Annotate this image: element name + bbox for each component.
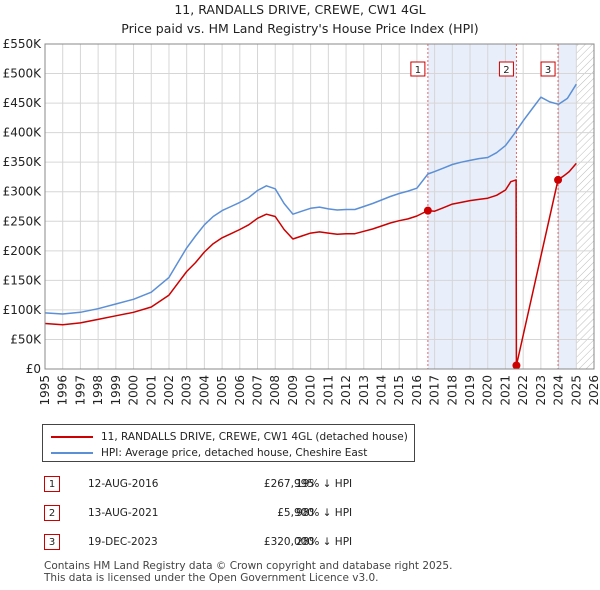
y-tick-label: £50K [10, 332, 42, 346]
x-tick-label: 2008 [268, 375, 282, 406]
x-tick-label: 2013 [357, 375, 371, 406]
x-tick-label: 2006 [233, 375, 247, 406]
sale-hpi-diff: 28% ↓ HPI [296, 536, 353, 548]
y-tick-label: £200K [3, 244, 43, 258]
x-tick-label: 2018 [445, 375, 459, 406]
sale-number-badge: 3 [44, 534, 60, 550]
hpi-line [44, 83, 577, 315]
footer-line-1: Contains HM Land Registry data © Crown c… [44, 560, 453, 572]
footer-copyright: Contains HM Land Registry data © Crown c… [44, 560, 452, 584]
sale-date: 12-AUG-2016 [88, 478, 159, 490]
legend-label-property: 11, RANDALLS DRIVE, CREWE, CW1 4GL (deta… [101, 431, 408, 443]
x-tick-label: 2011 [321, 375, 335, 406]
series-lines [44, 83, 577, 367]
x-tick-label: 2014 [374, 375, 388, 406]
x-tick-label: 1999 [109, 375, 123, 406]
x-tick-label: 2022 [516, 375, 530, 406]
x-tick-label: 2009 [286, 375, 300, 406]
x-tick-label: 2020 [481, 375, 495, 406]
x-tick-label: 2001 [144, 375, 158, 406]
sale-price: £267,995 [263, 478, 314, 490]
x-tick-label: 2025 [569, 375, 583, 406]
y-tick-label: £500K [3, 67, 43, 81]
legend-swatch-property [51, 436, 93, 438]
y-tick-label: £150K [3, 273, 43, 287]
legend-label-hpi: HPI: Average price, detached house, Ches… [101, 447, 368, 459]
x-tick-label: 2024 [552, 375, 566, 406]
x-tick-label: 2016 [410, 375, 424, 406]
y-tick-label: £100K [3, 303, 43, 317]
sale-label: 3 [545, 65, 551, 76]
sale-price: £5,900 [277, 507, 314, 519]
axes: £0 £50K £100K £150K £200K £250K £300K £350K £400… [3, 37, 600, 406]
x-tick-label: 2021 [498, 375, 512, 406]
property-price-line [44, 162, 577, 367]
x-tick-label: 2002 [162, 375, 176, 406]
x-tick-label: 2005 [215, 375, 229, 406]
sale-date: 13-AUG-2021 [88, 507, 159, 519]
y-tick-label: £0 [26, 362, 41, 376]
x-tick-label: 1995 [38, 375, 52, 406]
price-chart: 11, RANDALLS DRIVE, CREWE, CW1 4GL Price… [3, 2, 600, 406]
sale-label-box [540, 61, 556, 77]
x-tick-label: 2023 [534, 375, 548, 406]
plot-background [427, 44, 594, 369]
table-row: 3 19-DEC-2023 £320,000 28% ↓ HPI [44, 534, 464, 552]
x-tick-label: 2007 [251, 375, 265, 406]
y-tick-label: £250K [3, 214, 43, 228]
x-tick-label: 2003 [180, 375, 194, 406]
sale-label: 1 [415, 65, 421, 76]
y-tick-label: £300K [3, 185, 43, 199]
y-tick-label: £350K [3, 155, 43, 169]
legend-swatch-hpi [51, 452, 93, 454]
x-tick-label: 2010 [304, 375, 318, 406]
legend-item-property: 11, RANDALLS DRIVE, CREWE, CW1 4GL (deta… [51, 431, 408, 443]
y-tick-label: £550K [3, 37, 43, 51]
x-tick-label: 2012 [339, 375, 353, 406]
sale-price: £320,000 [263, 536, 314, 548]
x-tick-label: 1996 [56, 375, 70, 406]
sale-label-box [410, 61, 426, 77]
forecast-hatch [576, 44, 594, 369]
x-tick-label: 2017 [428, 375, 442, 406]
shaded-period [558, 44, 577, 369]
sale-hpi-diff: 19% ↓ HPI [296, 478, 353, 490]
y-tick-label: £400K [3, 126, 43, 140]
sale-label: 2 [503, 65, 509, 76]
shaded-period [427, 44, 517, 369]
x-tick-label: 1998 [91, 375, 105, 406]
legend-item-hpi: HPI: Average price, detached house, Ches… [51, 447, 367, 459]
x-tick-label: 2026 [587, 375, 600, 406]
x-tick-label: 2004 [197, 375, 211, 406]
sale-point [512, 361, 521, 370]
x-tick-label: 1997 [73, 375, 87, 406]
sale-point [423, 206, 432, 215]
legend: 11, RANDALLS DRIVE, CREWE, CW1 4GL (deta… [42, 424, 415, 462]
chart-title: 11, RANDALLS DRIVE, CREWE, CW1 4GL [174, 2, 425, 17]
y-tick-label: £450K [3, 96, 43, 110]
footer-line-2: This data is licensed under the Open Gov… [44, 572, 379, 584]
sale-date: 19-DEC-2023 [88, 536, 158, 548]
chart-subtitle: Price paid vs. HM Land Registry's House … [121, 21, 478, 36]
sale-point [554, 175, 563, 184]
sale-label-box [498, 61, 514, 77]
x-tick-label: 2015 [392, 375, 406, 406]
plot-frame [44, 43, 595, 370]
sale-number-badge: 2 [44, 505, 60, 521]
sale-markers: 1 2 3 [410, 61, 563, 370]
x-tick-label: 2000 [127, 375, 141, 406]
sale-number-badge: 1 [44, 476, 60, 492]
table-row: 1 12-AUG-2016 £267,995 19% ↓ HPI [44, 476, 464, 494]
table-row: 2 13-AUG-2021 £5,900 98% ↓ HPI [44, 505, 464, 523]
x-tick-label: 2019 [463, 375, 477, 406]
sale-hpi-diff: 98% ↓ HPI [296, 507, 353, 519]
